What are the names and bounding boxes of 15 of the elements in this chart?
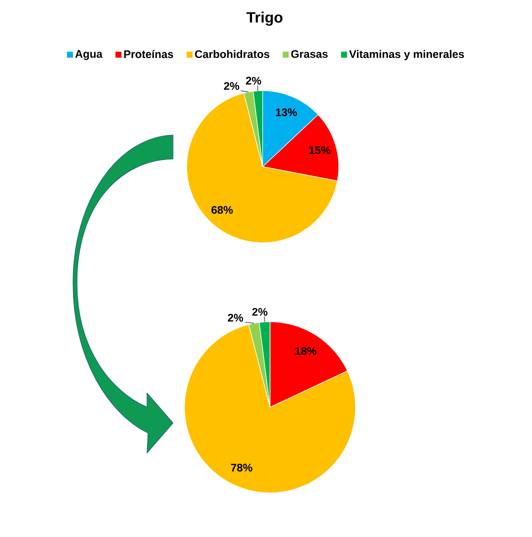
legend-label: Proteínas — [124, 50, 174, 58]
data-label: 2% — [228, 314, 244, 322]
chart-title: Trigo — [246, 12, 282, 26]
legend-label: Agua — [75, 50, 103, 60]
data-label: 18% — [295, 347, 316, 355]
data-label: 78% — [231, 464, 252, 472]
data-label: 15% — [309, 146, 330, 154]
legend-label: Grasas — [291, 50, 328, 58]
data-label: 68% — [212, 206, 233, 214]
data-label: 2% — [246, 76, 262, 85]
data-label: 2% — [224, 82, 240, 90]
data-label: 2% — [252, 308, 268, 316]
data-label: 13% — [276, 108, 297, 116]
legend-label: Carbohidratos — [195, 50, 270, 58]
legend-label: Vitaminas y minerales — [349, 50, 464, 60]
